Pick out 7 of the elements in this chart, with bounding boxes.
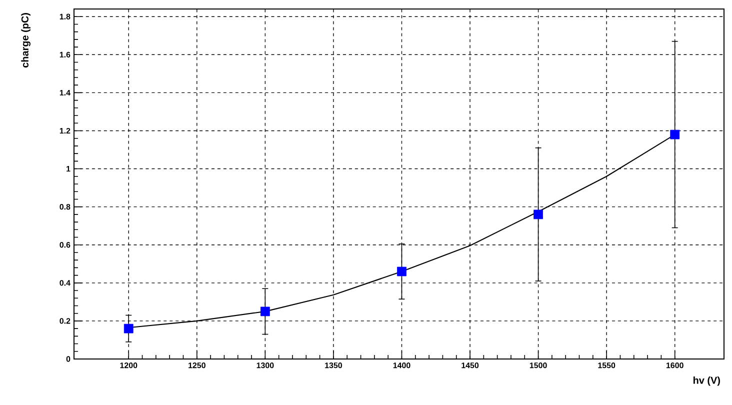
y-axis-title: charge (pC) (21, 13, 30, 68)
point (124, 324, 134, 334)
point (260, 306, 270, 316)
point (397, 266, 406, 276)
point (534, 210, 543, 220)
x-axis-title: hv (V) (694, 376, 720, 386)
point (670, 130, 680, 140)
